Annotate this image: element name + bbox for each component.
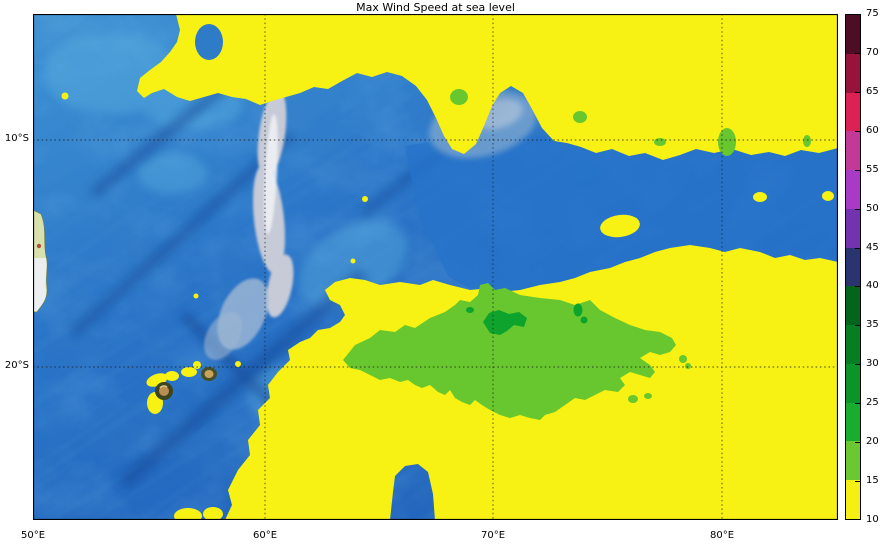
colorbar-tick-30: 30 bbox=[866, 358, 879, 370]
colorbar-segment-10-15 bbox=[846, 480, 860, 519]
yellow-north-band bbox=[137, 14, 838, 160]
colorbar-notch-50 bbox=[855, 208, 860, 210]
x-tick-50°E: 50°E bbox=[20, 530, 46, 541]
colorbar-segment-25-30 bbox=[846, 363, 860, 403]
colorbar-segment-15-20 bbox=[846, 441, 860, 481]
colorbar-notch-20 bbox=[855, 442, 860, 444]
colorbar-tick-20: 20 bbox=[866, 436, 879, 448]
colorbar-tick-75: 75 bbox=[866, 8, 879, 19]
seamount-mauritius bbox=[201, 367, 217, 381]
blue-notch-north-band bbox=[195, 24, 223, 60]
seamount-reunion bbox=[155, 382, 173, 400]
colorbar-tick-60: 60 bbox=[866, 124, 879, 136]
colorbar-tick-50: 50 bbox=[866, 202, 879, 214]
dark-green-patch bbox=[483, 310, 527, 335]
colorbar-notch-35 bbox=[855, 325, 860, 327]
colorbar-segment-35-40 bbox=[846, 286, 860, 326]
colorbar-notch-15 bbox=[855, 481, 860, 483]
colorbar-tick-10: 10 bbox=[866, 514, 879, 525]
colorbar-notch-65 bbox=[855, 91, 860, 93]
colorbar-tick-55: 55 bbox=[866, 163, 879, 175]
colorbar-tick-35: 35 bbox=[866, 319, 879, 331]
y-tick-20°S: 20°S bbox=[4, 360, 29, 371]
map-panel bbox=[33, 14, 838, 520]
colorbar-segment-40-45 bbox=[846, 247, 860, 287]
map-plot bbox=[33, 14, 838, 520]
y-tick-10°S: 10°S bbox=[4, 133, 29, 144]
colorbar-notch-60 bbox=[855, 130, 860, 132]
colorbar-segment-50-55 bbox=[846, 170, 860, 209]
colorbar-segment-70-75 bbox=[846, 15, 860, 54]
colorbar-notch-70 bbox=[855, 52, 860, 54]
colorbar-notch-55 bbox=[855, 169, 860, 171]
x-tick-60°E: 60°E bbox=[252, 530, 278, 541]
wind-overlay-20-25 bbox=[466, 303, 588, 335]
colorbar-tick-15: 15 bbox=[866, 475, 879, 487]
figure-title: Max Wind Speed at sea level bbox=[356, 1, 515, 14]
wind-overlay-15-20 bbox=[343, 89, 811, 420]
colorbar-tick-40: 40 bbox=[866, 280, 879, 292]
colorbar-tick-65: 65 bbox=[866, 85, 879, 97]
colorbar-tick-25: 25 bbox=[866, 397, 879, 409]
ridge-shallow-bank bbox=[204, 89, 294, 360]
colorbar-segment-65-70 bbox=[846, 53, 860, 93]
colorbar-segment-30-35 bbox=[846, 325, 860, 364]
map-frame bbox=[33, 14, 838, 520]
colorbar-segment-45-50 bbox=[846, 208, 860, 248]
green-main-blob bbox=[343, 283, 676, 420]
colorbar-tick-70: 70 bbox=[866, 46, 879, 58]
colorbar-notch-30 bbox=[855, 364, 860, 366]
colorbar-notch-25 bbox=[855, 403, 860, 405]
colorbar-tick-45: 45 bbox=[866, 241, 879, 253]
green-small-patches bbox=[450, 89, 811, 403]
colorbar-segment-60-65 bbox=[846, 92, 860, 132]
colorbar bbox=[845, 14, 861, 520]
x-tick-80°E: 80°E bbox=[709, 530, 735, 541]
colorbar-segment-55-60 bbox=[846, 131, 860, 171]
colorbar-notch-45 bbox=[855, 247, 860, 249]
gridlines bbox=[33, 14, 838, 520]
x-tick-70°E: 70°E bbox=[480, 530, 506, 541]
yellow-holes-in-blue-band bbox=[600, 191, 834, 238]
madagascar-coast-strip bbox=[33, 209, 48, 313]
colorbar-notch-40 bbox=[855, 286, 860, 288]
colorbar-segment-20-25 bbox=[846, 402, 860, 442]
